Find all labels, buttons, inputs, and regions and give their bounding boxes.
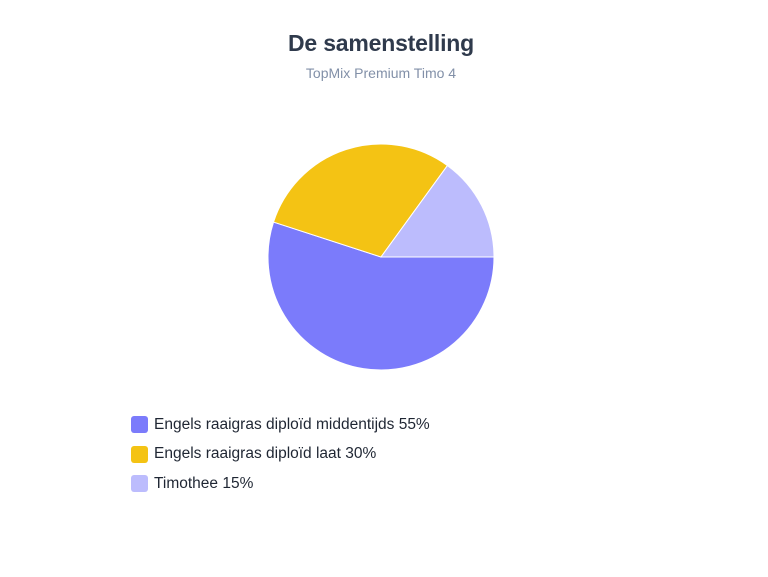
legend-swatch <box>131 445 148 463</box>
legend-item[interactable]: Engels raaigras diploïd laat 30% <box>131 440 430 470</box>
chart-subtitle: TopMix Premium Timo 4 <box>305 65 457 81</box>
legend-swatch <box>131 475 148 493</box>
legend-item[interactable]: Engels raaigras diploïd middentijds 55% <box>131 410 430 440</box>
pie-slice[interactable] <box>272 143 449 258</box>
legend-label: Engels raaigras diploïd middentijds 55% <box>154 415 430 433</box>
legend-item[interactable]: Timothee 15% <box>131 469 430 499</box>
legend-label: Engels raaigras diploïd laat 30% <box>154 445 377 463</box>
legend-swatch <box>131 416 148 434</box>
legend-label: Timothee 15% <box>154 474 254 492</box>
pie-slice[interactable] <box>267 221 495 371</box>
pie-slice[interactable] <box>380 164 495 258</box>
chart-title: De samenstelling <box>288 30 474 56</box>
chart-legend: Engels raaigras diploïd middentijds 55% … <box>131 410 430 499</box>
